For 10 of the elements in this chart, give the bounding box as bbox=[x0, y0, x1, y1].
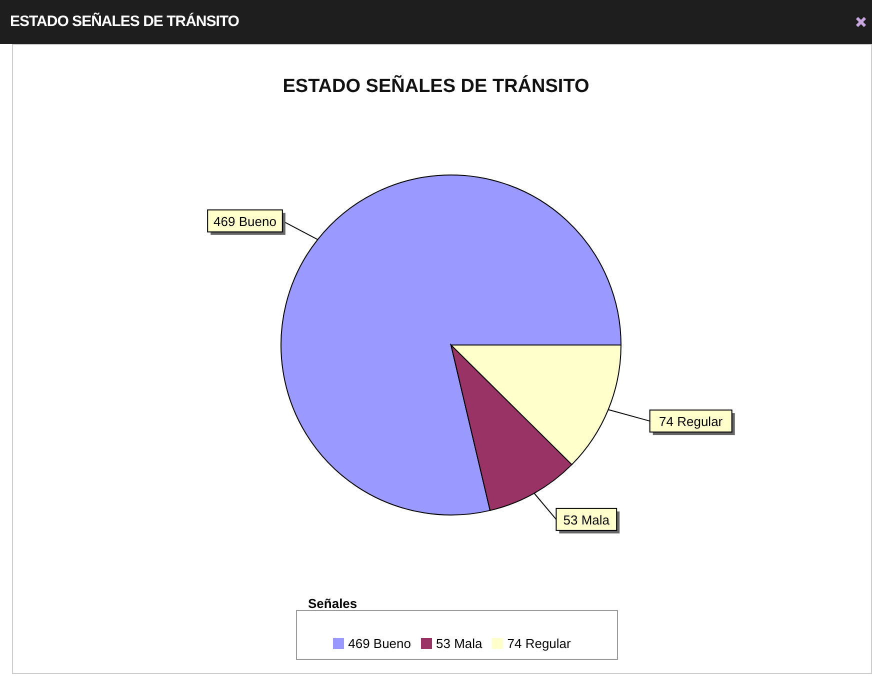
slice-label: 469 Bueno bbox=[214, 214, 276, 229]
text: ESTADO SEÑALES DE TRÁNSITO bbox=[10, 13, 239, 30]
legend-label: 53 Mala bbox=[436, 636, 482, 651]
chart-title: ESTADO SEÑALES DE TRÁNSITO bbox=[282, 76, 590, 98]
legend-label: 74 Regular bbox=[507, 636, 571, 651]
legend-label: 469 Bueno bbox=[348, 636, 412, 651]
legend-title: Señales bbox=[308, 596, 358, 611]
slice-label: 74 Regular bbox=[659, 414, 724, 430]
slice-label: 53 Mala bbox=[563, 512, 610, 528]
pie-slice bbox=[280, 174, 622, 516]
